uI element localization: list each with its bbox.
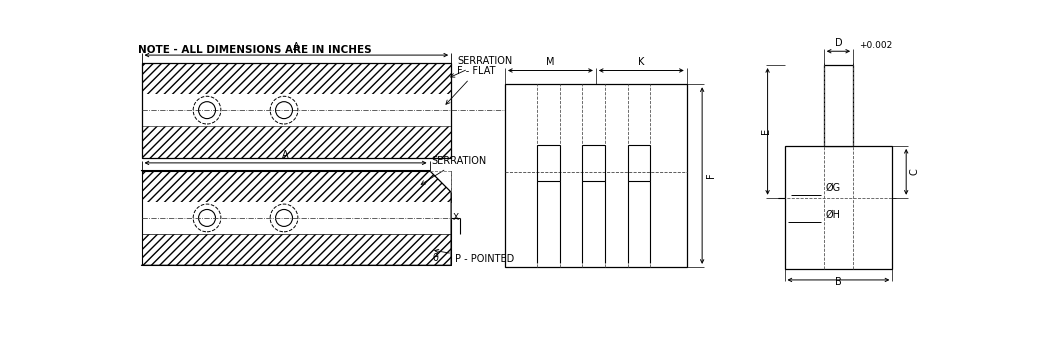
Text: A: A: [282, 150, 289, 160]
Bar: [142, 63, 452, 94]
Text: ØG: ØG: [825, 183, 840, 193]
Text: +0.002: +0.002: [859, 41, 892, 50]
Text: SERRATION: SERRATION: [421, 156, 486, 184]
Text: NOTE - ALL DIMENSIONS ARE IN INCHES: NOTE - ALL DIMENSIONS ARE IN INCHES: [138, 45, 372, 55]
Text: ØH: ØH: [825, 210, 840, 220]
Text: SERRATION: SERRATION: [450, 56, 512, 77]
Text: F: F: [706, 173, 716, 178]
Bar: [142, 234, 452, 265]
Bar: [142, 170, 452, 202]
Text: K: K: [638, 57, 645, 68]
Polygon shape: [142, 170, 452, 265]
Bar: [824, 65, 853, 146]
Bar: [142, 126, 452, 158]
Bar: [142, 170, 452, 202]
Text: B: B: [835, 277, 842, 287]
Text: E: E: [760, 128, 771, 134]
Bar: [784, 146, 892, 269]
Polygon shape: [429, 170, 452, 192]
Bar: [142, 202, 452, 234]
Text: M: M: [546, 57, 554, 68]
Text: D: D: [835, 38, 842, 48]
Text: A: A: [293, 42, 299, 52]
Text: P - POINTED: P - POINTED: [435, 249, 514, 264]
Bar: [142, 234, 452, 265]
Text: X: X: [453, 213, 459, 222]
Text: F - FLAT: F - FLAT: [446, 66, 496, 104]
Bar: [505, 84, 687, 267]
Bar: [142, 202, 452, 234]
Bar: [142, 63, 452, 158]
Text: C: C: [909, 168, 919, 175]
Text: θ: θ: [433, 253, 439, 262]
Bar: [142, 94, 452, 126]
